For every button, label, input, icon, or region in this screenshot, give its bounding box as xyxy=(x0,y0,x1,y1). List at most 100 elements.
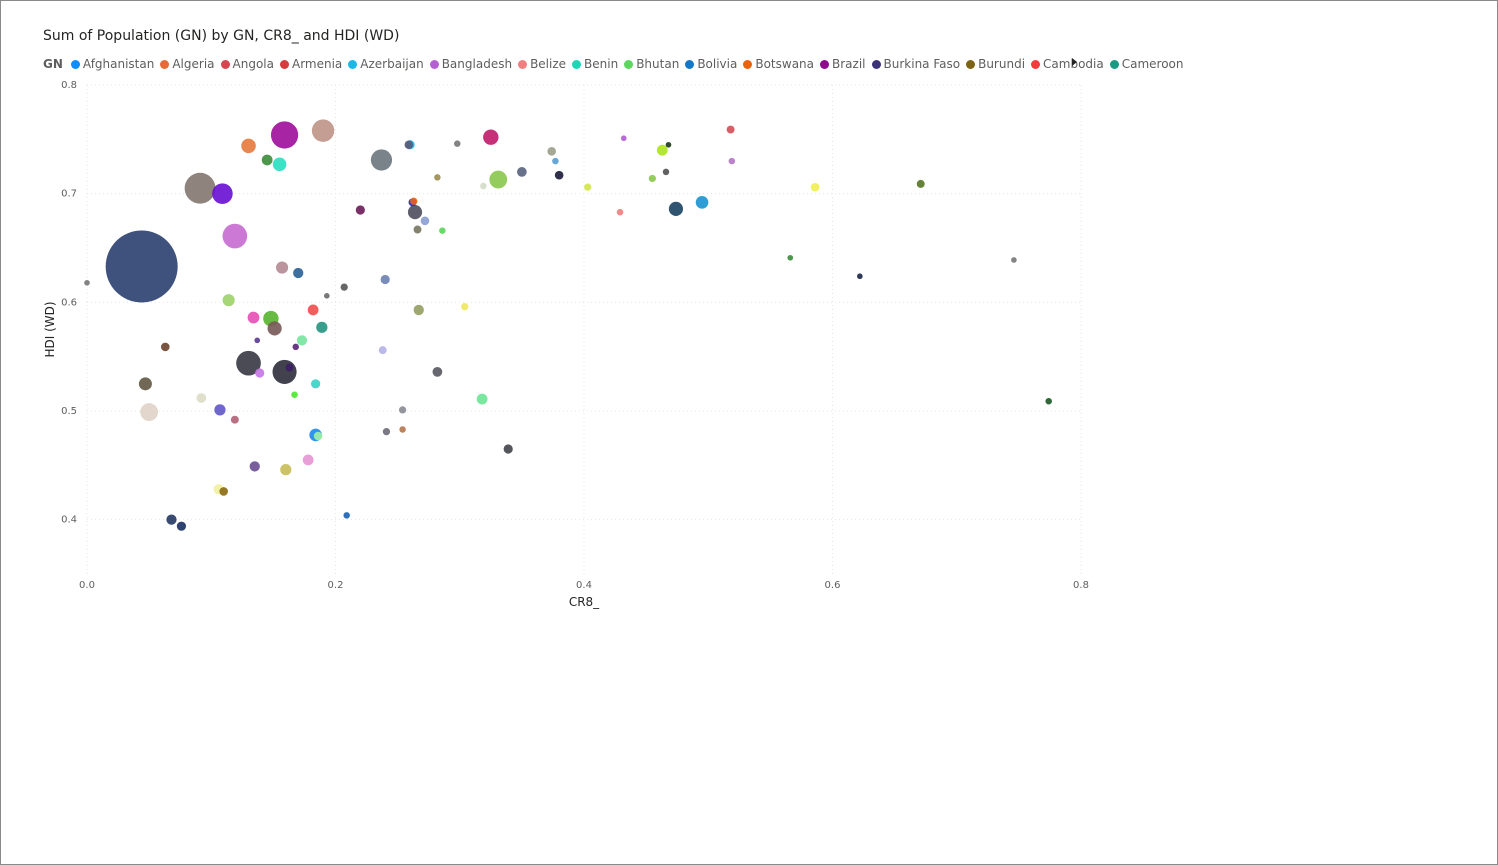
data-point[interactable] xyxy=(355,205,365,215)
data-point[interactable] xyxy=(404,140,414,150)
data-point[interactable] xyxy=(285,363,294,372)
data-point[interactable] xyxy=(616,208,624,216)
data-point[interactable] xyxy=(270,121,299,149)
legend-item[interactable]: Bolivia xyxy=(685,57,737,71)
data-point[interactable] xyxy=(857,273,863,280)
data-point[interactable] xyxy=(382,428,391,436)
data-point[interactable] xyxy=(166,514,177,525)
legend-item[interactable]: Afghanistan xyxy=(70,57,154,71)
data-point[interactable] xyxy=(648,174,656,183)
data-point[interactable] xyxy=(267,321,282,336)
data-point[interactable] xyxy=(236,350,261,376)
data-point[interactable] xyxy=(554,170,564,180)
data-point[interactable] xyxy=(1045,397,1052,405)
data-point[interactable] xyxy=(247,311,260,324)
data-point[interactable] xyxy=(503,444,513,454)
data-point[interactable] xyxy=(249,461,260,472)
data-point[interactable] xyxy=(140,403,159,421)
data-point[interactable] xyxy=(176,521,187,531)
data-point[interactable] xyxy=(439,227,446,234)
data-point[interactable] xyxy=(275,261,289,274)
data-point[interactable] xyxy=(584,183,592,191)
data-point[interactable] xyxy=(665,141,672,148)
data-point[interactable] xyxy=(272,157,287,172)
data-point[interactable] xyxy=(413,225,422,234)
data-point[interactable] xyxy=(516,167,527,177)
legend-item[interactable]: Armenia xyxy=(279,57,342,71)
data-point[interactable] xyxy=(196,393,207,403)
data-point[interactable] xyxy=(728,157,736,165)
data-point[interactable] xyxy=(370,149,393,171)
data-point[interactable] xyxy=(662,168,670,176)
data-point[interactable] xyxy=(1011,257,1017,263)
data-point[interactable] xyxy=(695,196,709,209)
data-point[interactable] xyxy=(292,343,299,351)
data-point[interactable] xyxy=(311,119,335,142)
legend-item[interactable]: Brazil xyxy=(820,57,866,71)
data-point[interactable] xyxy=(255,368,265,378)
data-point[interactable] xyxy=(668,201,684,216)
data-point[interactable] xyxy=(407,205,423,220)
data-point[interactable] xyxy=(222,294,235,307)
data-point[interactable] xyxy=(230,415,239,424)
data-point[interactable] xyxy=(552,157,559,165)
legend-item[interactable]: Bangladesh xyxy=(429,57,512,71)
legend-item[interactable]: Burkina Faso xyxy=(871,57,960,71)
data-point[interactable] xyxy=(434,174,441,181)
legend-item[interactable]: Bhutan xyxy=(624,57,679,71)
data-point[interactable] xyxy=(432,367,443,377)
data-point[interactable] xyxy=(254,337,261,344)
data-point[interactable] xyxy=(810,182,820,192)
data-point[interactable] xyxy=(413,304,424,316)
data-point[interactable] xyxy=(241,138,256,154)
data-point[interactable] xyxy=(160,342,170,352)
data-point[interactable] xyxy=(476,393,488,405)
data-point[interactable] xyxy=(340,283,348,291)
data-point[interactable] xyxy=(307,304,319,316)
data-point[interactable] xyxy=(420,216,430,226)
data-point[interactable] xyxy=(787,254,794,261)
data-point[interactable] xyxy=(547,146,556,156)
data-point[interactable] xyxy=(311,379,321,389)
legend-item[interactable]: Algeria xyxy=(160,57,215,71)
data-point[interactable] xyxy=(219,487,228,496)
data-point[interactable] xyxy=(313,431,323,441)
data-point[interactable] xyxy=(212,183,233,204)
data-point[interactable] xyxy=(398,406,407,414)
data-point[interactable] xyxy=(222,223,248,249)
data-point[interactable] xyxy=(656,144,668,156)
data-point[interactable] xyxy=(726,125,735,134)
data-point[interactable] xyxy=(291,391,298,398)
data-point[interactable] xyxy=(138,377,152,391)
legend-item[interactable]: Burundi xyxy=(966,57,1025,71)
data-point[interactable] xyxy=(489,170,508,189)
data-point[interactable] xyxy=(272,359,297,384)
data-point[interactable] xyxy=(380,274,390,285)
data-point[interactable] xyxy=(323,292,330,299)
data-point[interactable] xyxy=(620,135,627,142)
data-point[interactable] xyxy=(916,179,925,188)
data-point[interactable] xyxy=(296,335,308,346)
legend-item[interactable]: Cameroon xyxy=(1109,57,1183,71)
data-point[interactable] xyxy=(399,426,406,433)
data-point[interactable] xyxy=(483,129,499,145)
legend-item[interactable]: Belize xyxy=(518,57,566,71)
data-point[interactable] xyxy=(184,172,216,204)
data-point[interactable] xyxy=(480,182,487,190)
data-point[interactable] xyxy=(316,321,328,333)
data-point[interactable] xyxy=(454,140,461,147)
data-point[interactable] xyxy=(214,404,226,416)
legend-item[interactable]: Angola xyxy=(220,57,274,71)
legend-item[interactable]: Botswana xyxy=(743,57,814,71)
data-point[interactable] xyxy=(378,346,387,355)
legend-item[interactable]: Benin xyxy=(572,57,618,71)
data-point[interactable] xyxy=(280,464,292,476)
data-point[interactable] xyxy=(410,197,418,205)
data-point[interactable] xyxy=(343,512,350,519)
legend-item[interactable]: Azerbaijan xyxy=(348,57,424,71)
data-point[interactable] xyxy=(293,267,304,279)
legend-next-arrow-icon[interactable] xyxy=(1072,58,1077,66)
data-point[interactable] xyxy=(261,154,273,166)
data-point[interactable] xyxy=(461,303,469,311)
data-point[interactable] xyxy=(302,454,314,466)
